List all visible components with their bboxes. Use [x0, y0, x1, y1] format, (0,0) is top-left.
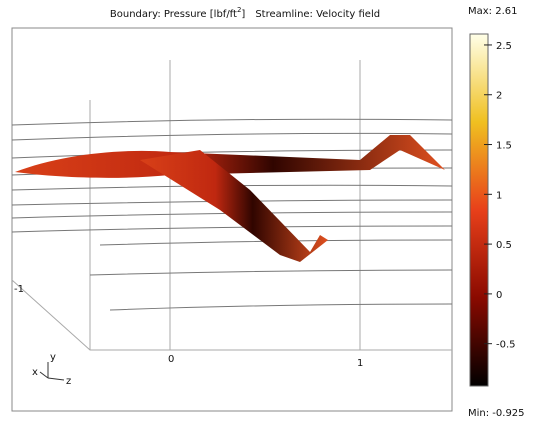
triad-z: z — [66, 376, 71, 387]
colorbar-ticks: 2.5 2 1.5 1 0.5 0 -0.5 — [484, 41, 516, 351]
colorbar-tick-label: -0.5 — [496, 340, 516, 351]
triad-x: x — [32, 367, 38, 378]
colorbar-tick-label: 0 — [496, 290, 502, 301]
axis-tick-label: 0 — [168, 354, 174, 365]
plot-frame — [12, 28, 452, 411]
colorbar-tick-label: 1 — [496, 190, 502, 201]
plot-title: Boundary: Pressure [lbf/ft2]Streamline: … — [110, 6, 380, 20]
axis-tick-label: 1 — [357, 358, 363, 369]
axis-tick-label: -1 — [14, 284, 24, 295]
screenshot: Boundary: Pressure [lbf/ft2]Streamline: … — [0, 0, 534, 421]
colorbar — [470, 34, 488, 386]
colorbar-tick-label: 2.5 — [496, 41, 512, 52]
max-label: Max: 2.61 — [468, 6, 518, 17]
colorbar-tick-label: 2 — [496, 91, 502, 102]
colorbar-tick-label: 1.5 — [496, 141, 512, 152]
triad-y: y — [50, 352, 56, 363]
min-label: Min: -0.925 — [468, 408, 525, 419]
colorbar-tick-label: 0.5 — [496, 240, 512, 251]
